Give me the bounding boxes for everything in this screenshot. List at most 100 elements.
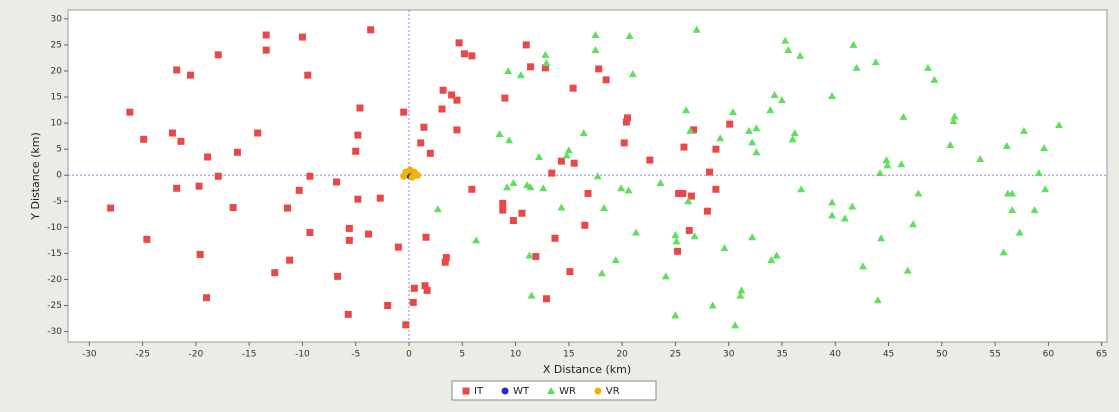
- point: [772, 251, 781, 259]
- legend-box: [451, 380, 657, 401]
- point: [685, 226, 693, 234]
- point: [903, 266, 912, 274]
- point: [797, 185, 806, 193]
- point: [876, 169, 885, 177]
- point: [468, 52, 476, 60]
- point: [551, 234, 559, 242]
- point: [472, 236, 481, 244]
- point: [623, 114, 631, 122]
- point: [542, 59, 551, 67]
- point: [334, 272, 342, 280]
- x-tick-label: -30: [82, 350, 97, 360]
- y-tick-label: 20: [51, 66, 63, 76]
- point: [744, 126, 753, 134]
- point: [542, 295, 550, 303]
- point: [840, 214, 849, 222]
- legend-marker: [501, 387, 509, 395]
- point: [736, 291, 745, 299]
- x-tick-label: 65: [1096, 350, 1107, 360]
- x-tick-label: 40: [830, 350, 842, 360]
- point: [726, 120, 734, 128]
- point: [409, 298, 417, 306]
- point: [345, 236, 353, 244]
- plot-area: [67, 9, 1108, 343]
- x-tick-label: 50: [936, 350, 948, 360]
- point: [126, 108, 134, 116]
- point: [611, 256, 620, 264]
- point: [976, 155, 985, 163]
- point: [788, 135, 797, 143]
- point: [527, 291, 536, 299]
- point: [656, 179, 665, 187]
- point: [672, 237, 681, 245]
- point: [214, 51, 222, 59]
- point: [402, 321, 410, 329]
- point: [354, 131, 362, 139]
- point: [107, 204, 115, 212]
- point: [433, 205, 442, 213]
- point: [581, 221, 589, 229]
- point: [1034, 169, 1043, 177]
- point: [204, 153, 212, 161]
- point: [796, 51, 805, 59]
- point: [949, 117, 958, 125]
- point: [770, 90, 779, 98]
- point: [557, 157, 565, 165]
- x-tick-label: -20: [189, 350, 204, 360]
- point: [541, 64, 549, 72]
- point: [631, 228, 640, 236]
- point: [852, 63, 861, 71]
- point: [883, 161, 892, 169]
- legend-text: VR: [606, 386, 620, 397]
- point: [999, 248, 1008, 256]
- point: [871, 58, 880, 66]
- point: [790, 129, 799, 137]
- point: [344, 310, 352, 318]
- point: [828, 198, 837, 206]
- point: [646, 156, 654, 164]
- point: [525, 251, 534, 259]
- point: [682, 106, 691, 114]
- point: [306, 172, 314, 180]
- point: [455, 39, 463, 47]
- y-tick-label: -15: [47, 249, 62, 259]
- x-tick-label: -25: [135, 350, 150, 360]
- point: [505, 136, 514, 144]
- point: [203, 294, 211, 302]
- point: [748, 233, 757, 241]
- x-tick-label: 15: [563, 350, 574, 360]
- point: [522, 41, 530, 49]
- point: [516, 71, 525, 79]
- point: [712, 145, 720, 153]
- point: [168, 129, 176, 137]
- point: [426, 149, 434, 157]
- point: [882, 156, 891, 164]
- point: [579, 129, 588, 137]
- point: [1040, 144, 1049, 152]
- point: [562, 151, 571, 159]
- point: [509, 217, 517, 225]
- point: [460, 50, 468, 58]
- point: [400, 172, 408, 180]
- point: [1055, 121, 1064, 129]
- point: [539, 184, 548, 192]
- point: [679, 189, 687, 197]
- y-tick-label: -5: [53, 197, 62, 207]
- point: [622, 118, 630, 126]
- point: [781, 36, 790, 44]
- point: [671, 231, 680, 239]
- point: [564, 146, 573, 154]
- point: [229, 204, 237, 212]
- point: [899, 112, 908, 120]
- point: [628, 70, 637, 78]
- x-tick-label: -15: [242, 350, 257, 360]
- point: [569, 84, 577, 92]
- point: [946, 140, 955, 148]
- point: [591, 46, 600, 54]
- point: [384, 302, 392, 310]
- point: [684, 197, 693, 205]
- point: [509, 179, 518, 187]
- point: [140, 135, 148, 143]
